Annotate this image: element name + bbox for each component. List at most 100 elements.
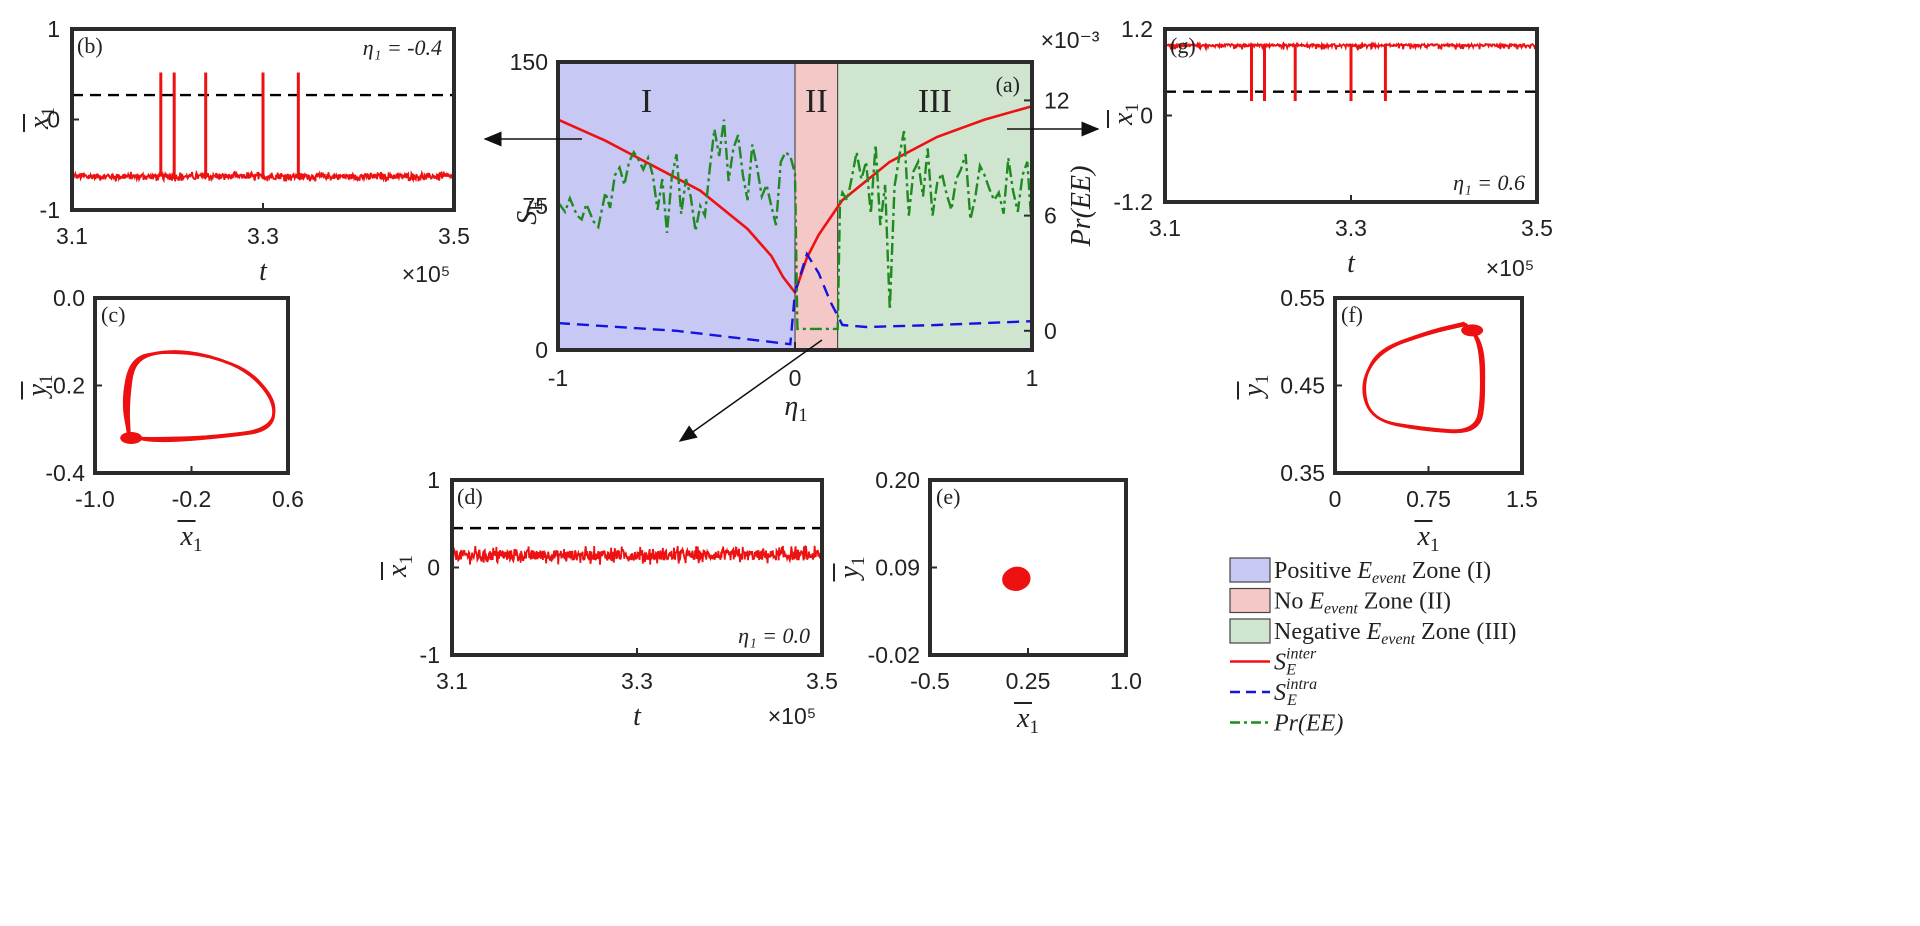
eta-annotation: η₁ = 0.0 xyxy=(738,623,810,648)
x-tick-label: 0 xyxy=(789,365,802,391)
axis-label-text: x1 xyxy=(1108,103,1143,126)
y-tick-label: 0 xyxy=(1140,103,1153,129)
x-axis-label: t xyxy=(1347,248,1356,279)
trace xyxy=(451,545,823,565)
x-tick-label: 3.3 xyxy=(1335,215,1367,241)
y-axis-label-left: SE xyxy=(512,199,547,225)
legend-item: Pr(EE) xyxy=(1230,711,1343,737)
y-axis-label: x1 xyxy=(1107,103,1143,128)
x-axis-label: x1 xyxy=(1014,702,1039,738)
legend-swatch xyxy=(1229,587,1271,614)
y-axis-label: y1 xyxy=(21,375,57,400)
y-tick-label-left: 0 xyxy=(535,337,548,363)
axis-label-text: SE xyxy=(512,199,547,225)
y-tick-label: 0 xyxy=(47,107,60,133)
x-axis-label: t xyxy=(633,701,642,732)
legend-swatch xyxy=(1229,618,1271,644)
trace xyxy=(71,169,455,184)
x-exponent: ×10⁵ xyxy=(402,261,451,287)
zone-label-II: II xyxy=(805,83,828,120)
y-axis-label-right: Pr(EE) xyxy=(1066,166,1097,248)
x-tick-label: 0.75 xyxy=(1406,486,1451,512)
series-seintra xyxy=(557,251,1033,346)
y-tick-label: -1 xyxy=(420,642,440,668)
x-tick-label: -1.0 xyxy=(75,486,115,512)
axis-label-text: y1 xyxy=(834,557,869,582)
y-axis-label: y1 xyxy=(1237,375,1273,400)
axis-label-text: x1 xyxy=(24,107,59,130)
axis-label-text: x1 xyxy=(1016,703,1039,738)
orbit xyxy=(1362,322,1485,433)
panel-label: (a) xyxy=(996,72,1020,97)
legend-label: Positive Eevent Zone (I) xyxy=(1274,558,1491,587)
panel-label: (e) xyxy=(936,484,960,509)
axis-label-text: x1 xyxy=(382,555,417,578)
legend-item: Sinter E xyxy=(1230,646,1317,679)
panel-b: 3.1 3.3 3.5 -1 0 1 (b) η₁ = -0.4 t x1 ×10⁵ xyxy=(23,16,470,287)
x-axis-label: t xyxy=(259,256,268,287)
panel-d: 3.1 3.3 3.5 -1 0 1 (d) η₁ = 0.0 t x1 ×10⁵ xyxy=(381,467,838,732)
zone-II xyxy=(795,62,838,350)
panel-c: -1.0 -0.2 0.6 -0.4 -0.2 0.0 (c) x1 y1 xyxy=(21,285,304,556)
zone-label-III: III xyxy=(918,83,952,120)
x-tick-label: -0.2 xyxy=(172,486,212,512)
y-tick-label: -0.4 xyxy=(45,460,85,486)
x-tick-label: 3.1 xyxy=(56,223,88,249)
x-tick-label: 3.5 xyxy=(1521,215,1553,241)
legend-label: Pr(EE) xyxy=(1273,711,1343,737)
orbit xyxy=(127,350,276,443)
y-tick-label: 0.35 xyxy=(1280,460,1325,486)
right-exponent: ×10⁻³ xyxy=(1041,27,1100,53)
orbit xyxy=(1362,323,1485,432)
panel-label: (f) xyxy=(1341,302,1363,327)
orbit-cluster xyxy=(1461,324,1484,337)
axis-label-text: η1 xyxy=(784,391,807,426)
legend-label: Sintra E xyxy=(1274,676,1317,709)
x-axis-label: x1 xyxy=(1414,520,1439,556)
y-tick-label: 0.0 xyxy=(53,285,85,311)
axis-label-text: t xyxy=(259,256,268,287)
y-tick-label: 0 xyxy=(427,555,440,581)
x-tick-label: 3.1 xyxy=(1149,215,1181,241)
x-tick-label: 1 xyxy=(1026,365,1039,391)
x-tick-label: 0.6 xyxy=(272,486,304,512)
attractor-core xyxy=(1007,571,1026,588)
x-tick-label: 3.5 xyxy=(438,223,470,249)
orbit xyxy=(1363,321,1483,432)
legend-item: Positive Eevent Zone (I) xyxy=(1229,557,1491,587)
axis-label-text: y1 xyxy=(22,375,57,400)
legend-swatch xyxy=(1229,557,1271,583)
legend-label: Sinter E xyxy=(1274,646,1317,679)
y-tick-label-left: 150 xyxy=(510,49,548,75)
legend-label: No Eevent Zone (II) xyxy=(1274,589,1451,618)
x-tick-label: -1 xyxy=(548,365,568,391)
x-exponent: ×10⁵ xyxy=(1486,255,1535,281)
y-tick-label: 1.2 xyxy=(1121,16,1153,42)
legend-label: Negative Eevent Zone (III) xyxy=(1274,619,1516,648)
y-axis-label: x1 xyxy=(23,107,59,132)
x-exponent: ×10⁵ xyxy=(768,703,817,729)
zone-label-I: I xyxy=(641,83,652,120)
x-tick-label: 1.0 xyxy=(1110,668,1142,694)
y-tick-label: 0.55 xyxy=(1280,285,1325,311)
y-tick-label: 1 xyxy=(427,467,440,493)
panel-label: (d) xyxy=(457,484,483,509)
x-tick-label: 3.3 xyxy=(247,223,279,249)
y-tick-label-right: 0 xyxy=(1044,318,1057,344)
eta-annotation: η₁ = 0.6 xyxy=(1453,170,1525,195)
orbit xyxy=(125,350,276,441)
legend: Positive Eevent Zone (I)No Eevent Zone (… xyxy=(1229,557,1516,737)
x-tick-label: 3.5 xyxy=(806,668,838,694)
y-tick-label: 0.45 xyxy=(1280,373,1325,399)
panel-g: 3.1 3.3 3.5 -1.2 0 1.2 (g) η₁ = 0.6 t x1 ×10⁵ xyxy=(1107,16,1553,281)
legend-item: No Eevent Zone (II) xyxy=(1229,587,1451,618)
panel-e: -0.5 0.25 1.0 -0.02 0.09 0.20 (e) x1 y1 xyxy=(833,467,1142,738)
x-axis-label: η1 xyxy=(784,391,807,426)
axis-label-text: t xyxy=(633,701,642,732)
x-tick-label: 3.1 xyxy=(436,668,468,694)
y-tick-label-right: 12 xyxy=(1044,87,1070,113)
panel-label: (b) xyxy=(77,33,103,58)
panel-f: 0 0.75 1.5 0.35 0.45 0.55 (f) x1 y1 xyxy=(1237,285,1538,556)
y-axis-label: x1 xyxy=(381,555,417,580)
